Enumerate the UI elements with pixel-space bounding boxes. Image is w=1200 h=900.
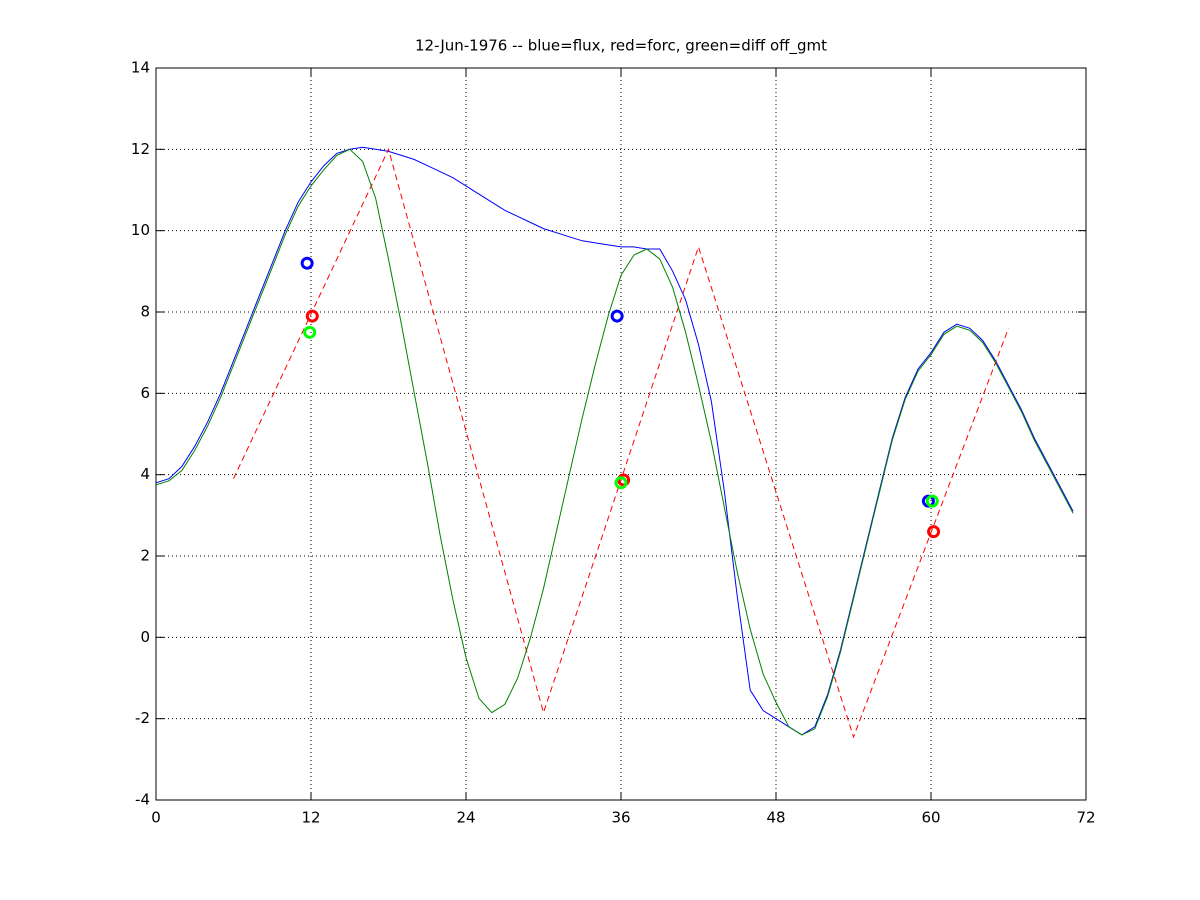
y-tick-label: 12 [131, 140, 150, 158]
y-tick-label: 2 [140, 547, 150, 565]
y-tick-label: -4 [135, 791, 150, 809]
y-tick-label: 4 [140, 465, 150, 483]
x-tick-label: 24 [456, 809, 475, 827]
series-line [155, 148, 1074, 736]
y-tick-label: 10 [131, 221, 150, 239]
marker [610, 309, 624, 323]
plot-frame [155, 67, 1087, 801]
marker [927, 525, 941, 539]
y-tick-label: -2 [135, 709, 150, 727]
marker [300, 256, 314, 270]
y-tick-label: 0 [140, 628, 150, 646]
x-tick-label: 60 [921, 809, 940, 827]
series-line [233, 147, 1009, 739]
series-line [155, 146, 1074, 736]
marker [303, 325, 317, 339]
x-tick-label: 72 [1076, 809, 1095, 827]
y-tick-label: 6 [140, 384, 150, 402]
y-tick-label: 14 [131, 59, 150, 77]
marker [925, 494, 939, 508]
x-tick-label: 36 [611, 809, 630, 827]
marker [305, 309, 319, 323]
marker [614, 476, 628, 490]
y-tick-label: 8 [140, 303, 150, 321]
x-tick-label: 0 [151, 809, 161, 827]
chart-title: 12-Jun-1976 -- blue=flux, red=forc, gree… [415, 37, 827, 56]
x-tick-label: 48 [766, 809, 785, 827]
x-tick-label: 12 [301, 809, 320, 827]
